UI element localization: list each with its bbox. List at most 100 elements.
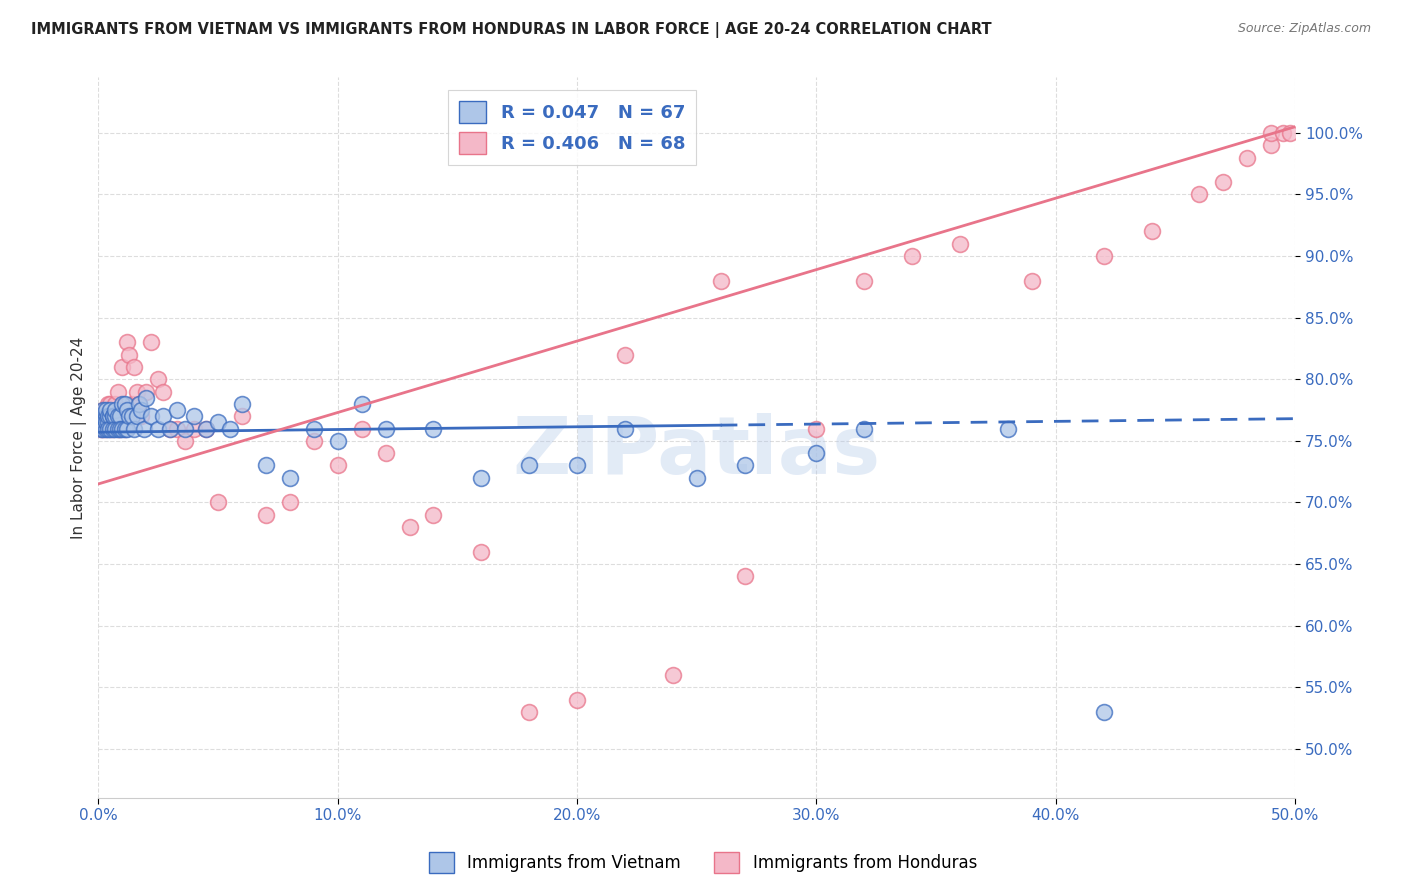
Point [114,397,136,411]
Point [1272,126,1295,140]
Point [139,409,162,424]
Point [108,421,131,435]
Point [90,409,112,424]
Point [97,409,120,424]
Point [350,397,373,411]
Point [91,409,114,424]
Point [613,348,636,362]
Point [122,359,145,374]
Point [104,403,127,417]
Point [219,421,242,435]
Point [101,409,124,424]
Point [470,471,492,485]
Point [97,397,120,411]
Point [231,409,253,424]
Point [115,403,138,417]
Point [94,415,117,429]
Point [565,458,588,473]
Point [398,520,420,534]
Point [104,409,127,424]
Point [98,403,121,417]
Point [108,421,131,435]
Point [97,415,120,429]
Point [173,421,195,435]
Point [853,274,876,288]
Point [94,409,117,424]
Point [118,409,141,424]
Point [139,335,162,350]
Point [1212,175,1234,189]
Point [104,421,127,435]
Point [1140,224,1163,238]
Point [159,421,181,435]
Point [128,397,150,411]
Point [91,421,114,435]
Point [98,397,121,411]
Point [104,397,127,411]
Point [326,434,349,448]
Point [90,421,112,435]
Point [1236,151,1258,165]
Point [122,421,145,435]
Point [195,421,218,435]
Point [853,421,876,435]
Point [125,384,148,399]
Point [108,409,131,424]
Point [115,421,138,435]
Point [90,421,112,435]
Point [101,409,124,424]
Point [159,421,181,435]
Point [148,421,170,435]
Point [90,409,112,424]
Point [734,458,756,473]
Point [517,458,540,473]
Point [101,421,124,435]
Text: ZIPatlas: ZIPatlas [513,413,882,491]
Point [98,421,121,435]
Point [131,403,153,417]
Point [806,421,828,435]
Point [94,421,117,435]
Point [1021,274,1043,288]
Point [254,458,277,473]
Point [98,421,121,435]
Point [949,236,972,251]
Point [107,384,129,399]
Point [806,446,828,460]
Point [901,249,924,263]
Point [278,495,301,509]
Point [107,421,129,435]
Point [1092,249,1115,263]
Point [166,421,188,435]
Point [173,434,195,448]
Point [374,421,396,435]
Point [350,421,373,435]
Point [231,397,253,411]
Point [422,508,444,522]
Point [662,668,685,682]
Point [135,391,157,405]
Point [107,421,129,435]
Point [183,421,205,435]
Legend: R = 0.047   N = 67, R = 0.406   N = 68: R = 0.047 N = 67, R = 0.406 N = 68 [449,90,696,165]
Point [195,421,218,435]
Point [302,421,325,435]
Point [1188,187,1211,202]
Point [98,409,121,424]
Point [108,409,131,424]
Point [1279,126,1302,140]
Point [121,397,143,411]
Point [94,421,117,435]
Point [132,421,155,435]
Point [1092,705,1115,719]
Point [517,705,540,719]
Point [111,421,134,435]
Point [111,403,134,417]
Point [97,421,120,435]
Point [114,421,136,435]
Text: Source: ZipAtlas.com: Source: ZipAtlas.com [1237,22,1371,36]
Point [207,495,229,509]
Point [91,421,114,435]
Point [101,409,124,424]
Point [152,409,174,424]
